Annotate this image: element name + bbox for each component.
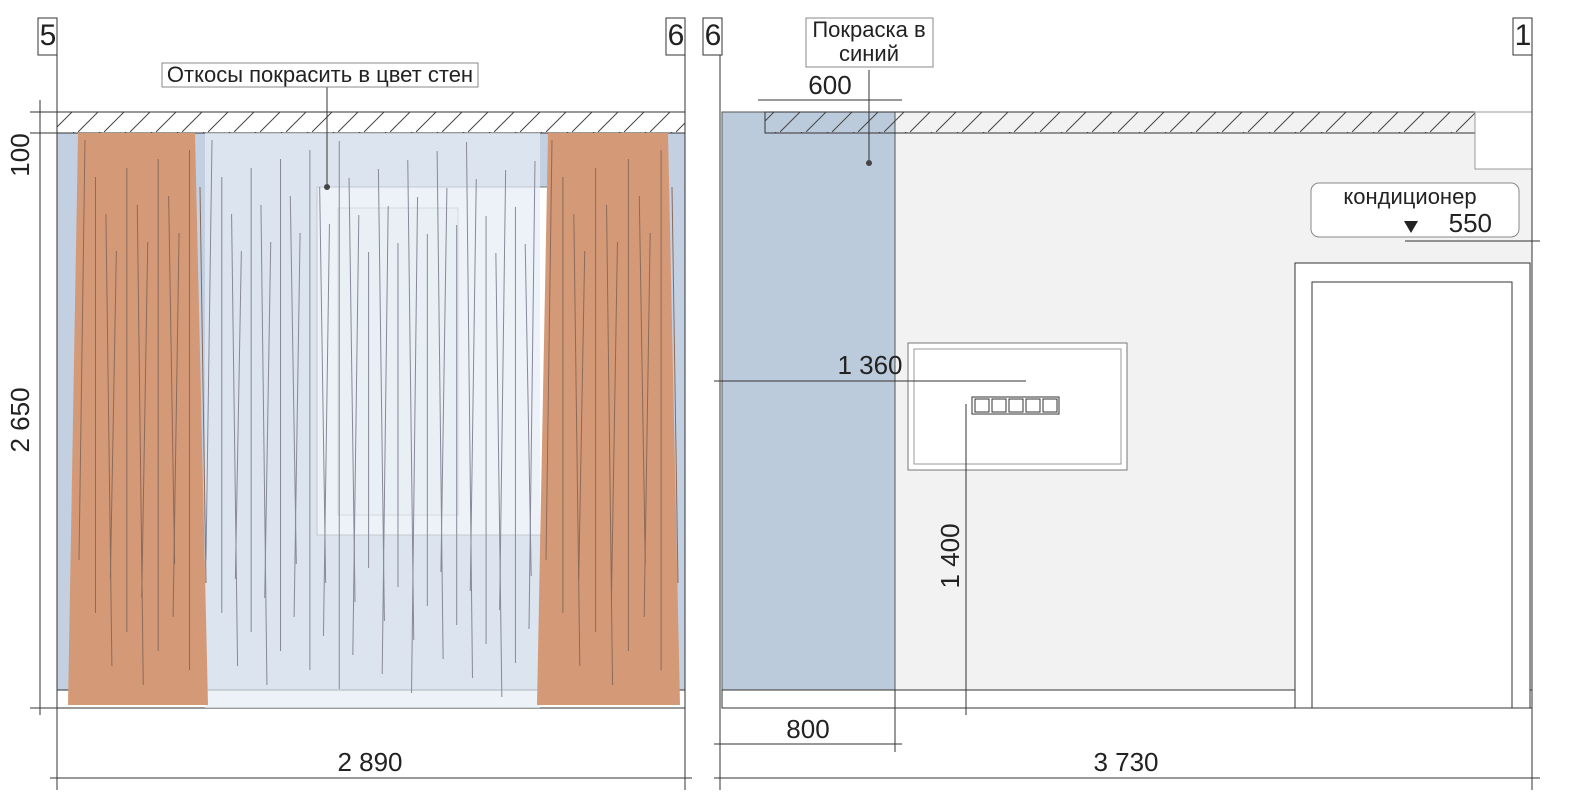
fold [168, 195, 176, 565]
dim-text: 800 [786, 714, 829, 744]
dim-text: 2 650 [5, 387, 35, 452]
fold [172, 232, 180, 618]
fold [573, 213, 581, 667]
fold [105, 213, 113, 667]
fold [436, 150, 444, 660]
fold [205, 139, 213, 561]
curtain-folds [78, 139, 679, 698]
fold [141, 241, 149, 599]
note-box [805, 17, 934, 68]
sheer [205, 133, 540, 708]
door [1311, 281, 1513, 709]
fold [231, 213, 239, 667]
fold [352, 214, 360, 656]
axis-box [37, 17, 58, 56]
fold [260, 204, 268, 686]
fold [671, 186, 679, 584]
leader-dot [324, 184, 330, 190]
ac-label: кондиционер [1343, 184, 1476, 209]
left-elevation: Откосы покрасить в цвет стен 5 6 100 2 6… [5, 17, 692, 790]
ceiling [56, 111, 686, 134]
fold [545, 139, 553, 561]
dim-text: 100 [5, 133, 35, 176]
fold [528, 160, 536, 630]
note: синий [839, 41, 899, 66]
dim-text: 550 [1449, 208, 1492, 238]
dim-text: 600 [808, 70, 851, 100]
fold [264, 241, 272, 599]
fold [606, 204, 614, 686]
fold [293, 232, 301, 618]
axis-label: 1 [1515, 19, 1532, 52]
note: Откосы покрасить в цвет стен [167, 62, 473, 87]
axis-box [1512, 17, 1533, 56]
right-elevation: Покраска в синий кондиционер 550 6 1 600… [702, 17, 1540, 790]
fold [499, 169, 507, 611]
curtain-left [68, 133, 208, 705]
leader-dot [866, 160, 872, 166]
beam [1474, 111, 1533, 170]
dim-text: 1 400 [935, 523, 965, 588]
dim-text: 2 890 [337, 747, 402, 777]
ac-box [1310, 182, 1520, 238]
note: Покраска в [812, 17, 925, 42]
fold [78, 139, 86, 561]
blue-wall [721, 111, 896, 691]
dim-text: 3 730 [1093, 747, 1158, 777]
fold [136, 204, 144, 686]
fold [322, 223, 330, 637]
fold [469, 178, 477, 592]
axis-label: 5 [40, 19, 57, 52]
fold [440, 187, 448, 573]
fold [610, 241, 618, 599]
fold [578, 250, 586, 580]
fold [381, 205, 389, 675]
fold [289, 195, 297, 565]
fold [465, 141, 473, 679]
curtain-right [537, 133, 680, 705]
ac-marker [1404, 221, 1418, 233]
axis-label: 6 [705, 19, 722, 52]
fold [638, 195, 646, 565]
axis-box [702, 17, 723, 56]
axis-label: 6 [668, 19, 685, 52]
fold [411, 196, 419, 694]
note-box [161, 62, 479, 88]
fold [319, 186, 327, 584]
fold [234, 250, 242, 580]
axis-box [665, 17, 686, 56]
fold [495, 252, 503, 698]
sockets [971, 396, 1060, 415]
fold [199, 186, 207, 584]
ceiling [764, 111, 1476, 134]
dim-text: 1 360 [837, 350, 902, 380]
tv-screen [913, 348, 1122, 465]
fold [109, 250, 117, 580]
fold [643, 232, 651, 618]
